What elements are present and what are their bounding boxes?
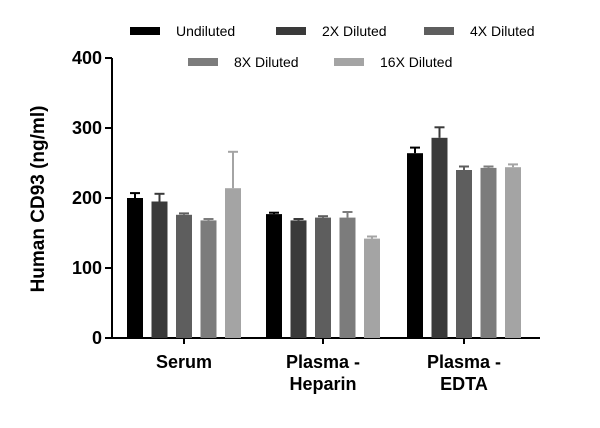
- bar: [315, 217, 331, 338]
- bar: [266, 214, 282, 338]
- y-tick-label: 400: [72, 48, 102, 68]
- bars: [127, 126, 521, 338]
- x-tick-label: Plasma -: [427, 352, 501, 372]
- legend-swatch: [130, 27, 160, 35]
- y-axis: 0 100 200 300 400: [72, 48, 113, 348]
- bar: [200, 220, 217, 338]
- legend-label: 16X Diluted: [380, 54, 452, 70]
- bar: [225, 188, 241, 338]
- bar: [151, 201, 168, 338]
- bar: [505, 167, 521, 338]
- bar: [339, 217, 356, 338]
- bar: [456, 170, 472, 338]
- legend: Undiluted 2X Diluted 4X Diluted 8X Diluted 1…: [130, 23, 535, 70]
- x-tick-label: Serum: [156, 352, 212, 372]
- x-tick-label: EDTA: [440, 374, 488, 394]
- bar: [290, 220, 307, 338]
- x-tick-label: Heparin: [289, 374, 356, 394]
- bar: [480, 167, 497, 338]
- bar: [364, 238, 380, 338]
- legend-label: 8X Diluted: [234, 54, 299, 70]
- y-tick-label: 100: [72, 258, 102, 278]
- y-tick-label: 300: [72, 118, 102, 138]
- x-tick-label: Plasma -: [286, 352, 360, 372]
- bar: [431, 137, 448, 338]
- legend-swatch: [276, 27, 306, 35]
- y-tick-label: 0: [92, 328, 102, 348]
- legend-label: 2X Diluted: [322, 23, 387, 39]
- legend-label: Undiluted: [176, 23, 235, 39]
- y-tick-label: 200: [72, 188, 102, 208]
- legend-swatch: [188, 58, 218, 66]
- y-axis-title: Human CD93 (ng/ml): [28, 106, 49, 293]
- legend-swatch: [334, 58, 364, 66]
- bar: [127, 198, 143, 338]
- legend-label: 4X Diluted: [470, 23, 535, 39]
- legend-swatch: [424, 27, 454, 35]
- bar: [407, 153, 423, 338]
- bar: [176, 214, 192, 338]
